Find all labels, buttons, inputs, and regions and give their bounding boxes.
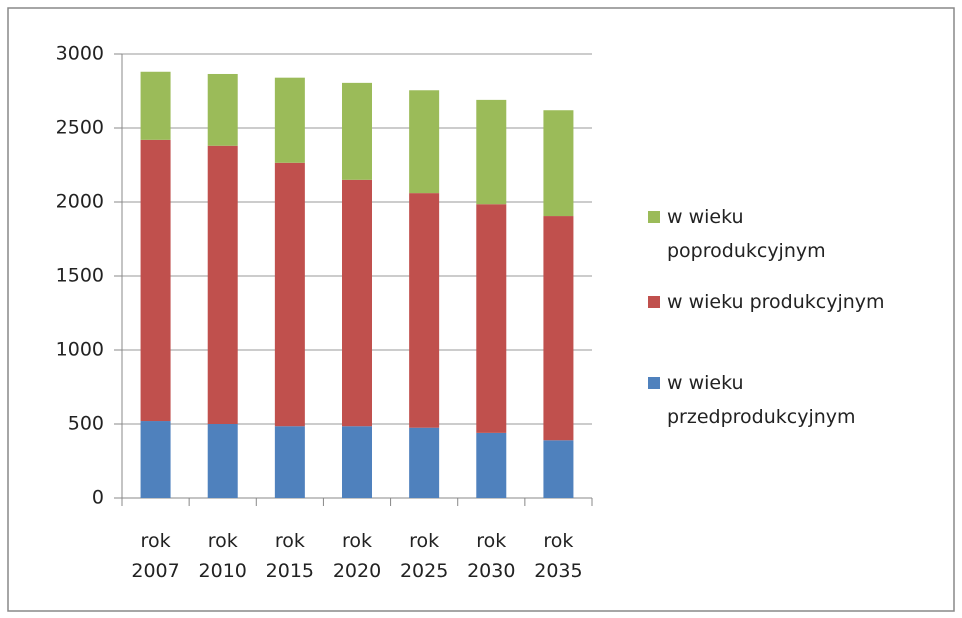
legend-item: w wieku produkcyjnym: [648, 285, 908, 319]
y-tick-label: 2500: [56, 117, 104, 139]
legend-swatch: [648, 211, 660, 223]
bar-segment: [476, 99, 507, 205]
x-tick-label: rok 2030: [467, 530, 516, 582]
x-tick-label: rok 2015: [265, 530, 315, 582]
bar-segment: [476, 432, 507, 498]
bar-segment: [543, 216, 574, 441]
y-tick-label: 2000: [56, 191, 104, 213]
legend-swatch: [648, 377, 660, 389]
legend-swatch: [648, 296, 660, 308]
y-tick-label: 1000: [56, 339, 104, 361]
bar-segment: [207, 424, 238, 498]
bar-segment: [274, 77, 305, 163]
x-tick-label: rok 2007: [131, 530, 180, 582]
bar-segment: [543, 110, 574, 217]
y-tick-label: 1500: [56, 265, 104, 287]
bar-segment: [409, 90, 440, 194]
bar-segment: [140, 71, 171, 140]
legend-label: w wieku produkcyjnym: [667, 291, 885, 313]
x-tick-label: rok 2035: [534, 530, 583, 582]
x-tick-label: rok 2025: [399, 530, 449, 582]
y-tick-label: 0: [92, 487, 104, 509]
x-tick-label: rok 2010: [198, 530, 247, 582]
legend-label: w wieku przedprodukcyjnym: [667, 372, 856, 428]
bar-segment: [409, 193, 440, 428]
bar-segment: [207, 73, 238, 146]
legend-item: w wieku poprodukcyjnym: [648, 200, 908, 268]
x-tick-label: rok 2020: [332, 530, 382, 582]
bar-segment: [342, 426, 372, 498]
bar-segment: [342, 179, 372, 427]
bar-segment: [342, 82, 372, 180]
legend-label: w wieku poprodukcyjnym: [667, 206, 826, 262]
y-tick-label: 3000: [56, 43, 104, 65]
bar-segment: [274, 426, 305, 498]
y-tick-label: 500: [68, 413, 104, 435]
bar-segment: [409, 427, 440, 498]
bar-segment: [140, 139, 171, 422]
bar-segment: [543, 440, 574, 498]
bar-segment: [476, 204, 507, 433]
legend-item: w wieku przedprodukcyjnym: [648, 366, 908, 434]
bar-segment: [140, 421, 171, 498]
bar-segment: [274, 162, 305, 427]
bar-segment: [207, 145, 238, 424]
